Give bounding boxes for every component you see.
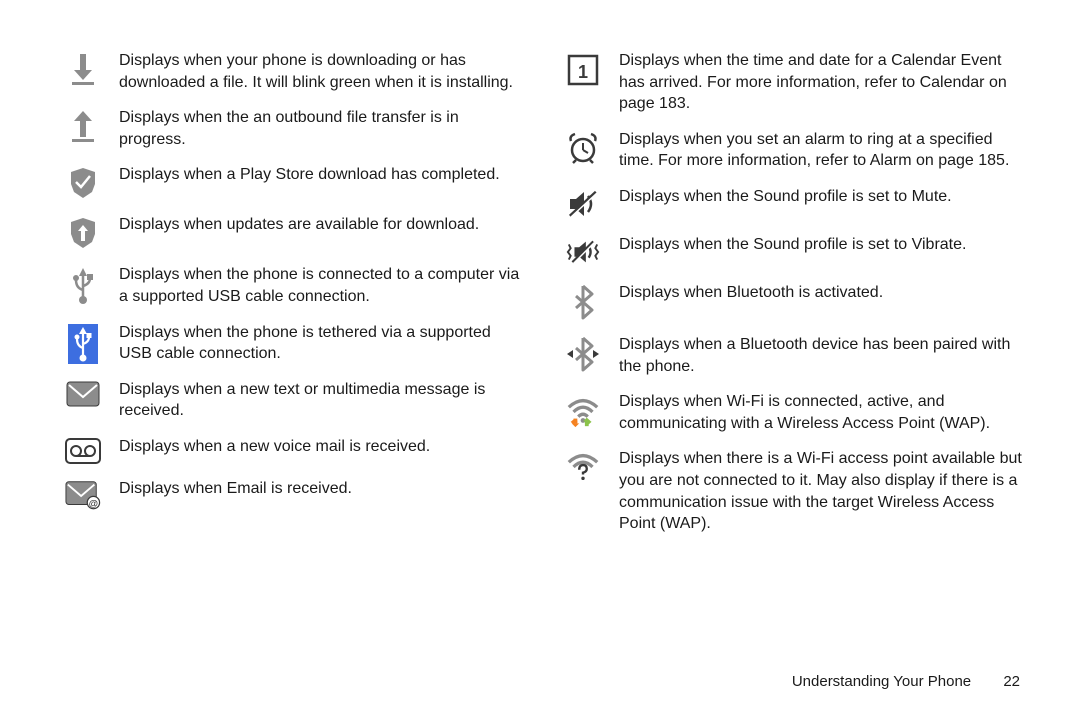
reference-link: Calendar <box>920 74 985 91</box>
left-row: Displays when a new text or multimedia m… <box>65 379 525 422</box>
icon-description: Displays when Wi-Fi is connected, active… <box>619 391 1025 434</box>
icon-description: Displays when Bluetooth is activated. <box>619 282 1025 304</box>
right-row: Displays when the Sound profile is set t… <box>565 186 1025 220</box>
right-row: Displays when Wi-Fi is connected, active… <box>565 391 1025 434</box>
right-row: Displays when the Sound profile is set t… <box>565 234 1025 268</box>
icon-description: Displays when there is a Wi-Fi access po… <box>619 448 1025 534</box>
description-text: Displays when the Sound profile is set t… <box>619 188 952 205</box>
icon-description: Displays when the Sound profile is set t… <box>619 234 1025 256</box>
icon-description: Displays when updates are available for … <box>119 214 525 236</box>
svg-text:1: 1 <box>578 62 588 82</box>
left-row: Displays when a Play Store download has … <box>65 164 525 200</box>
icon-description: Displays when the an outbound file trans… <box>119 107 525 150</box>
description-text: Displays when the phone is connected to … <box>119 266 519 305</box>
left-row: Displays when a new voice mail is receiv… <box>65 436 525 464</box>
footer-section: Understanding Your Phone <box>792 673 971 690</box>
icon-description: Displays when the Sound profile is set t… <box>619 186 1025 208</box>
icon-description: Displays when a Play Store download has … <box>119 164 525 186</box>
footer-page-number: 22 <box>1003 673 1020 690</box>
right-row: Displays when there is a Wi-Fi access po… <box>565 448 1025 534</box>
icon-description: Displays when the phone is connected to … <box>119 264 525 307</box>
left-row: Displays when updates are available for … <box>65 214 525 250</box>
description-text: Displays when a Play Store download has … <box>119 166 500 183</box>
manual-page: Displays when your phone is downloading … <box>0 0 1080 569</box>
voicemail-icon <box>65 436 101 464</box>
icon-description: Displays when your phone is downloading … <box>119 50 525 93</box>
usb-tether-icon <box>65 322 101 364</box>
description-text: Displays when your phone is downloading … <box>119 52 513 91</box>
description-text: Displays when the Sound profile is set t… <box>619 236 966 253</box>
vibrate-icon <box>565 234 601 268</box>
check-box-icon <box>65 164 101 200</box>
left-row: Displays when the phone is tethered via … <box>65 322 525 365</box>
left-row: Displays when the an outbound file trans… <box>65 107 525 150</box>
mute-icon <box>565 186 601 220</box>
description-text: Displays when Email is received. <box>119 480 352 497</box>
right-row: 1 Displays when the time and date for a … <box>565 50 1025 115</box>
bluetooth-paired-icon <box>565 334 601 372</box>
left-row: @ Displays when Email is received. <box>65 478 525 510</box>
right-row: Displays when a Bluetooth device has bee… <box>565 334 1025 377</box>
download-icon <box>65 50 101 88</box>
description-text: Displays when there is a Wi-Fi access po… <box>619 450 1022 532</box>
reference-link: Alarm <box>870 152 912 169</box>
wifi-available-icon <box>565 448 601 482</box>
description-text: Displays when a new text or multimedia m… <box>119 381 485 420</box>
right-row: Displays when Bluetooth is activated. <box>565 282 1025 320</box>
description-text: Displays when a Bluetooth device has bee… <box>619 336 1010 375</box>
wifi-active-icon <box>565 391 601 429</box>
reference-page: on page 185. <box>912 152 1010 169</box>
icon-description: Displays when the time and date for a Ca… <box>619 50 1025 115</box>
calendar-icon: 1 <box>565 50 601 86</box>
description-text: Displays when Wi-Fi is connected, active… <box>619 393 990 432</box>
alarm-icon <box>565 129 601 165</box>
icon-description: Displays when the phone is tethered via … <box>119 322 525 365</box>
update-box-icon <box>65 214 101 250</box>
icon-description: Displays when a Bluetooth device has bee… <box>619 334 1025 377</box>
svg-text:@: @ <box>89 498 98 509</box>
left-row: Displays when the phone is connected to … <box>65 264 525 307</box>
page-footer: Understanding Your Phone 22 <box>792 672 1020 692</box>
email-icon: @ <box>65 478 101 510</box>
description-text: Displays when Bluetooth is activated. <box>619 284 883 301</box>
bluetooth-icon <box>565 282 601 320</box>
right-column: 1 Displays when the time and date for a … <box>565 50 1025 549</box>
description-text: Displays when the phone is tethered via … <box>119 324 491 363</box>
left-row: Displays when your phone is downloading … <box>65 50 525 93</box>
icon-description: Displays when Email is received. <box>119 478 525 500</box>
description-text: Displays when updates are available for … <box>119 216 479 233</box>
description-text: Displays when a new voice mail is receiv… <box>119 438 430 455</box>
icon-description: Displays when a new text or multimedia m… <box>119 379 525 422</box>
right-row: Displays when you set an alarm to ring a… <box>565 129 1025 172</box>
icon-description: Displays when you set an alarm to ring a… <box>619 129 1025 172</box>
upload-icon <box>65 107 101 145</box>
description-text: Displays when the an outbound file trans… <box>119 109 459 148</box>
usb-icon <box>65 264 101 306</box>
message-icon <box>65 379 101 407</box>
left-column: Displays when your phone is downloading … <box>65 50 525 549</box>
icon-description: Displays when a new voice mail is receiv… <box>119 436 525 458</box>
